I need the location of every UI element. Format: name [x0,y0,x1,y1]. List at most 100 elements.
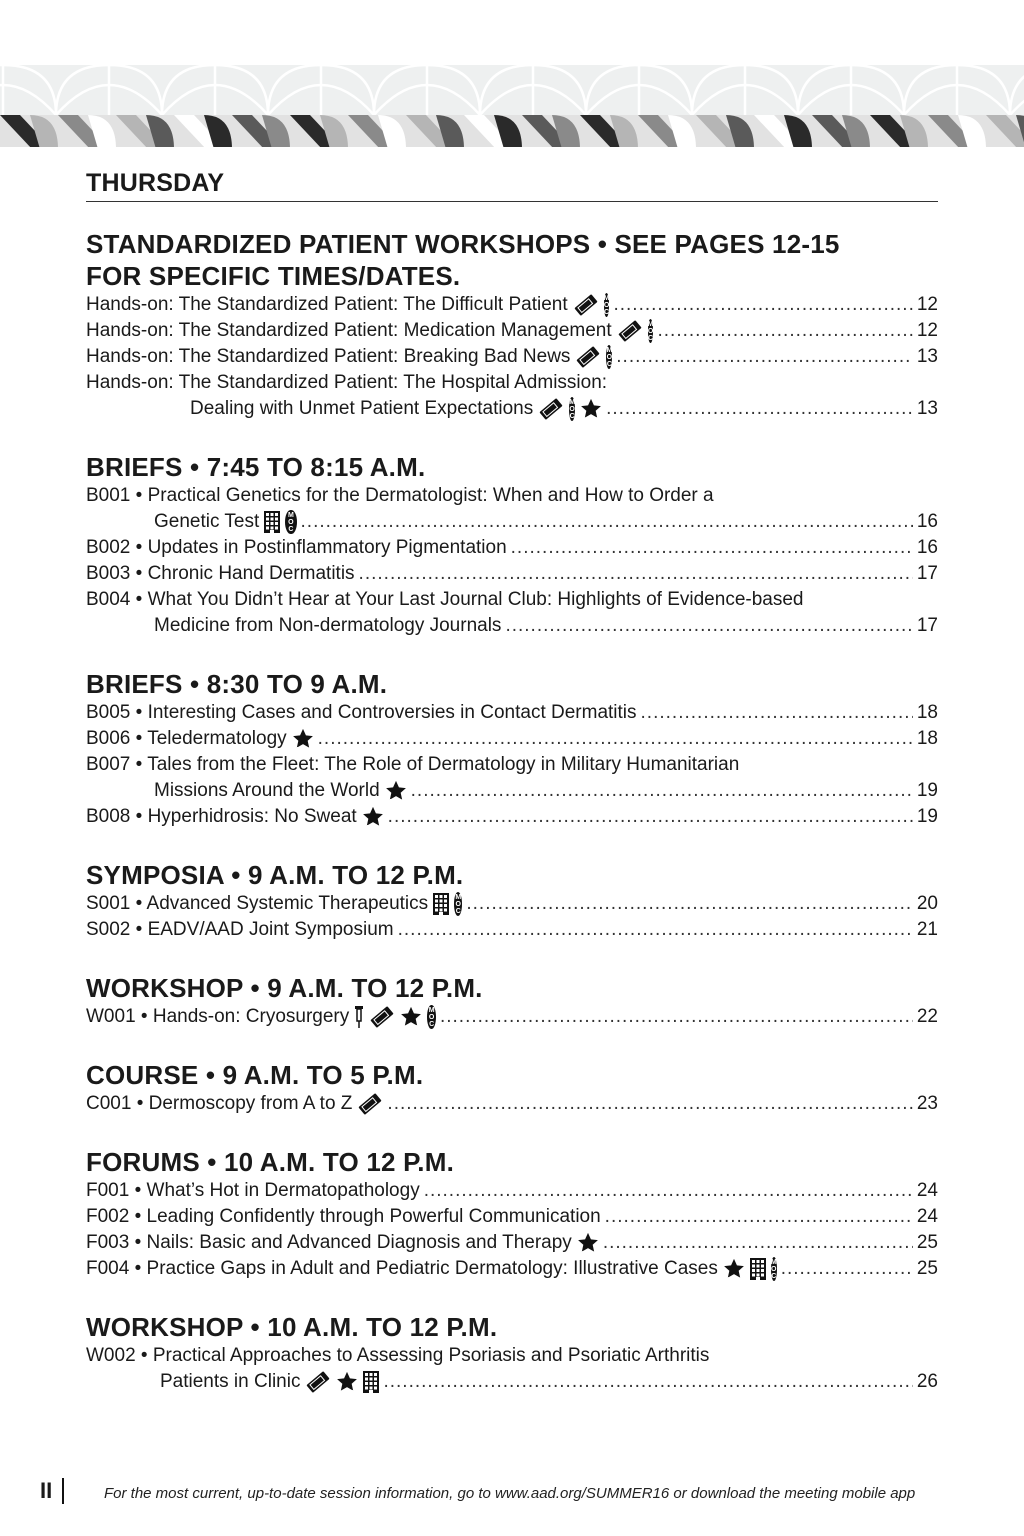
banner-shape [436,115,464,149]
page-number: II [40,1478,53,1503]
banner-arc [0,65,58,116]
entry-line: Hands-on: The Standardized Patient: The … [86,370,938,396]
schedule-content: THURSDAY STANDARDIZED PATIENT WORKSHOPS … [86,166,938,1424]
page-reference: 24 [916,1180,938,1201]
dot-leader [781,1256,913,1282]
page-reference: 25 [916,1258,938,1279]
banner-arc [372,65,482,116]
session-section: STANDARDIZED PATIENT WORKSHOPS • SEE PAG… [86,228,938,423]
session-entry[interactable]: S002 • EADV/AAD Joint Symposium 21 [86,917,938,943]
page-reference: 17 [916,563,938,584]
session-title: B007 • Tales from the Fleet: The Role of… [86,754,740,775]
session-entry[interactable]: B005 • Interesting Cases and Controversi… [86,700,938,726]
moc-letter: C [648,334,654,342]
session-entry[interactable]: B006 • Teledermatology NEW 18 [86,726,938,753]
section-heading: STANDARDIZED PATIENT WORKSHOPS • SEE PAG… [86,229,840,259]
session-entry[interactable]: Hands-on: The Standardized Patient: Brea… [86,344,938,370]
section-heading: FOR SPECIFIC TIMES/DATES. [86,261,461,291]
session-title: Hands-on: The Standardized Patient: The … [86,372,608,393]
session-section: WORKSHOP • 10 A.M. TO 12 P.M. W002 • Prac… [86,1311,938,1396]
session-entry[interactable]: S001 • Advanced Systemic Therapeutics M O C… [86,891,938,917]
session-entry[interactable]: W001 • Hands-on: Cryosurgery NEW MOC 22 [86,1004,938,1031]
session-title: F004 • Practice Gaps in Adult and Pediat… [86,1258,718,1279]
session-entry[interactable]: B002 • Updates in Postinflammatory Pigme… [86,535,938,561]
new-star-icon: NEW [577,1232,599,1257]
page-reference: 22 [916,1006,938,1027]
banner-arc [584,65,694,116]
session-entry[interactable]: B008 • Hyperhidrosis: No Sweat NEW 19 [86,804,938,831]
session-entry[interactable]: F003 • Nails: Basic and Advanced Diagnos… [86,1230,938,1257]
banner-shape [320,115,348,149]
moc-letter: M [603,294,610,302]
session-title: Hands-on: The Standardized Patient: Medi… [86,320,612,341]
session-title: B002 • Updates in Postinflammatory Pigme… [86,537,507,558]
session-entry[interactable]: B001 • Practical Genetics for the Dermat… [86,483,938,535]
session-title: Hands-on: The Standardized Patient: Brea… [86,346,571,367]
page-reference: 26 [916,1371,938,1392]
session-entry[interactable]: Hands-on: The Standardized Patient: The … [86,292,938,318]
dot-leader [657,318,912,344]
session-entry[interactable]: Hands-on: The Standardized Patient: The … [86,370,938,423]
new-label: NEW [727,1277,740,1283]
ticket-icon [369,1006,395,1028]
moc-letter: M [569,398,576,406]
new-star-icon: NEW [580,398,602,423]
moc-letter: O [288,518,294,526]
new-star-icon: NEW [336,1371,358,1396]
moc-letter: M [428,1006,435,1014]
dot-leader [411,778,913,804]
entry-line: F002 • Leading Confidently through Power… [86,1204,938,1230]
session-section: COURSE • 9 A.M. TO 5 P.M. C001 • Dermosco… [86,1059,938,1117]
session-entry[interactable]: F004 • Practice Gaps in Adult and Pediat… [86,1256,938,1283]
ticket-icon [617,320,643,342]
session-title: Hands-on: The Standardized Patient: The … [86,294,568,315]
session-entry[interactable]: W002 • Practical Approaches to Assessing… [86,1343,938,1396]
page-reference: 24 [916,1206,938,1227]
entry-line: B004 • What You Didn’t Hear at Your Last… [86,587,938,613]
banner-shape [900,115,928,149]
dot-leader [511,535,913,561]
moc-letter: C [569,412,575,420]
building-grid-icon [749,1258,766,1280]
banner-shape [88,115,116,149]
session-section: WORKSHOP • 9 A.M. TO 12 P.M. W001 • Hands… [86,972,938,1031]
session-entry[interactable]: Hands-on: The Standardized Patient: Medi… [86,318,938,344]
banner-shape [494,115,522,149]
session-entry[interactable]: B004 • What You Didn’t Hear at Your Last… [86,587,938,639]
page-reference: 20 [916,893,938,914]
entry-line: F003 • Nails: Basic and Advanced Diagnos… [86,1230,938,1257]
session-entry[interactable]: B003 • Chronic Hand Dermatitis 17 [86,561,938,587]
page-reference: 12 [916,320,938,341]
divider [62,1478,64,1504]
dot-leader [387,1091,912,1117]
banner-shape [726,115,754,149]
moc-letter: C [288,525,294,533]
moc-letter: M [770,1258,777,1266]
entry-line: Missions Around the World NEW 19 [86,778,938,805]
moc-letter: C [455,907,461,915]
banner-shape [610,115,638,149]
banner-shape [204,115,232,149]
dot-leader [301,509,913,535]
session-entry[interactable]: B007 • Tales from the Fleet: The Role of… [86,752,938,805]
page-reference: 13 [916,346,938,367]
building-grid-icon [433,893,450,915]
session-title: F002 • Leading Confidently through Power… [86,1206,601,1227]
session-title: B001 • Practical Genetics for the Dermat… [86,485,714,506]
session-title: Missions Around the World [154,780,380,801]
session-entry[interactable]: F002 • Leading Confidently through Power… [86,1204,938,1230]
entry-line: B005 • Interesting Cases and Controversi… [86,700,938,726]
session-entry[interactable]: F001 • What’s Hot in Dermatopathology 24 [86,1178,938,1204]
new-star-icon: NEW [400,1006,422,1031]
moc-letter: O [569,405,575,413]
entry-line: Genetic Test MOC 16 [86,509,938,535]
session-entry[interactable]: C001 • Dermoscopy from A to Z 23 [86,1091,938,1117]
section-heading: SYMPOSIA • 9 A.M. TO 12 P.M. [86,860,464,890]
banner-arc [902,65,1012,116]
